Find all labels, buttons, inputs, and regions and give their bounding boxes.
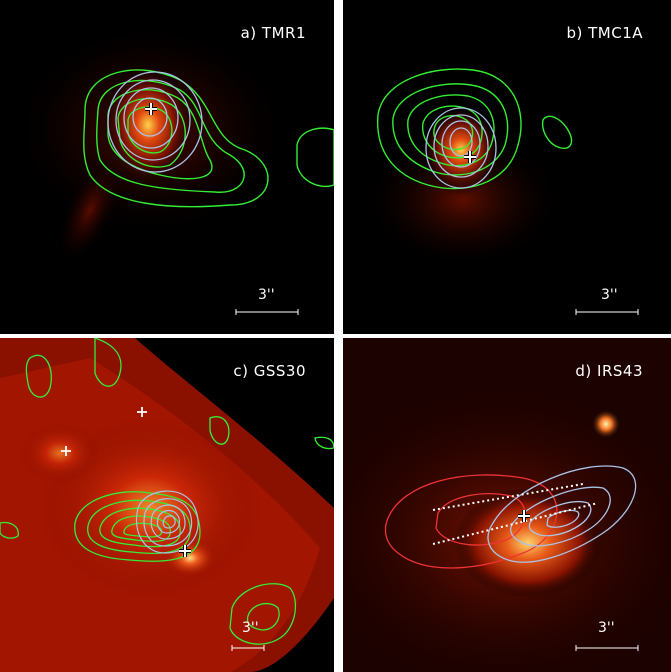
outflow-lines [432,483,599,545]
source-cross [145,103,157,115]
panel-label: b) TMC1A [566,24,643,42]
blue-contours [487,465,637,563]
panel-label: a) TMR1 [240,24,306,42]
scale-label: 3'' [601,287,618,303]
panel-b-image [363,68,639,315]
blue-contours [107,71,203,173]
source-cross [464,151,476,163]
star [591,409,621,439]
panel-label: c) GSS30 [233,362,306,380]
scale-label: 3'' [242,620,259,636]
panel-b-tmc1a: b) TMC1A 3'' [343,0,671,334]
source-cross [518,510,530,522]
panel-c-image [0,338,334,672]
green-contours [0,338,334,645]
green-contours [83,69,334,208]
panel-c-gss30: c) GSS30 3'' [0,338,334,672]
scale-label: 3'' [258,287,275,303]
source-emission [421,105,501,195]
source-cross [179,545,191,557]
panel-label: d) IRS43 [575,362,643,380]
green-contours [376,68,573,190]
panel-a-image [10,20,334,315]
source-emission [453,488,603,598]
diffuse-emission [363,130,563,270]
emission-streak [55,154,125,266]
panel-d-irs43: d) IRS43 3'' [343,338,671,672]
panel-d-image [343,338,671,672]
cross-marker [61,407,147,456]
scale-label: 3'' [598,620,615,636]
blue-contours [425,107,497,189]
blue-contours [136,490,199,554]
panel-a-tmr1: a) TMR1 3'' [0,0,334,334]
